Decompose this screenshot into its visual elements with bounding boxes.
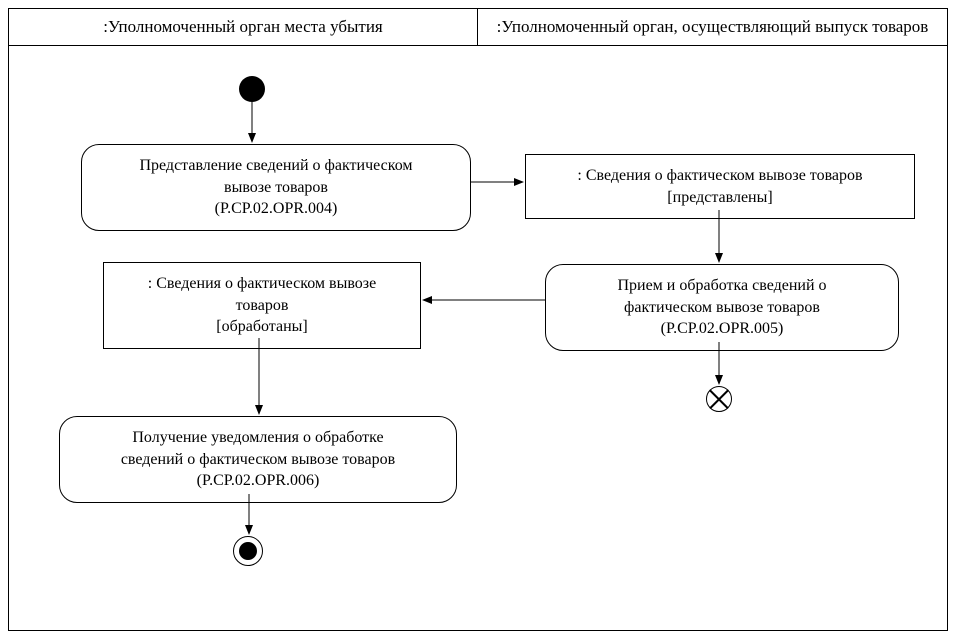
- activity-text-line: вывозе товаров: [96, 177, 456, 199]
- activity-receive-process: Прием и обработка сведений о фактическом…: [545, 264, 899, 351]
- activity-get-notification: Получение уведомления о обработке сведен…: [59, 416, 457, 503]
- swimlane-header-left: :Уполномоченный орган места убытия: [9, 9, 478, 45]
- swimlane-header-right: :Уполномоченный орган, осуществляющий вы…: [478, 9, 947, 45]
- swimlane-body: Представление сведений о фактическом выв…: [9, 46, 947, 609]
- object-text-line: [обработаны]: [118, 316, 406, 338]
- activity-text-line: Получение уведомления о обработке: [74, 427, 442, 449]
- object-text-line: : Сведения о фактическом вывозе: [118, 273, 406, 295]
- object-info-presented: : Сведения о фактическом вывозе товаров …: [525, 154, 915, 219]
- activity-text-line: Представление сведений о фактическом: [96, 155, 456, 177]
- activity-text-line: (P.CP.02.OPR.006): [74, 470, 442, 492]
- activity-present-info: Представление сведений о фактическом выв…: [81, 144, 471, 231]
- object-text-line: : Сведения о фактическом вывозе товаров: [540, 165, 900, 187]
- flow-final-node: [706, 386, 732, 412]
- activity-text-line: фактическом вывозе товаров: [560, 297, 884, 319]
- object-text-line: товаров: [118, 295, 406, 317]
- activity-text-line: сведений о фактическом вывозе товаров: [74, 449, 442, 471]
- swimlane-headers: :Уполномоченный орган места убытия :Упол…: [9, 9, 947, 46]
- activity-final-node: [233, 536, 263, 566]
- object-info-processed: : Сведения о фактическом вывозе товаров …: [103, 262, 421, 349]
- activity-text-line: Прием и обработка сведений о: [560, 275, 884, 297]
- activity-text-line: (P.CP.02.OPR.004): [96, 198, 456, 220]
- initial-node: [239, 76, 265, 102]
- activity-text-line: (P.CP.02.OPR.005): [560, 318, 884, 340]
- final-node-inner-icon: [239, 542, 257, 560]
- object-text-line: [представлены]: [540, 187, 900, 209]
- activity-diagram: :Уполномоченный орган места убытия :Упол…: [8, 8, 948, 631]
